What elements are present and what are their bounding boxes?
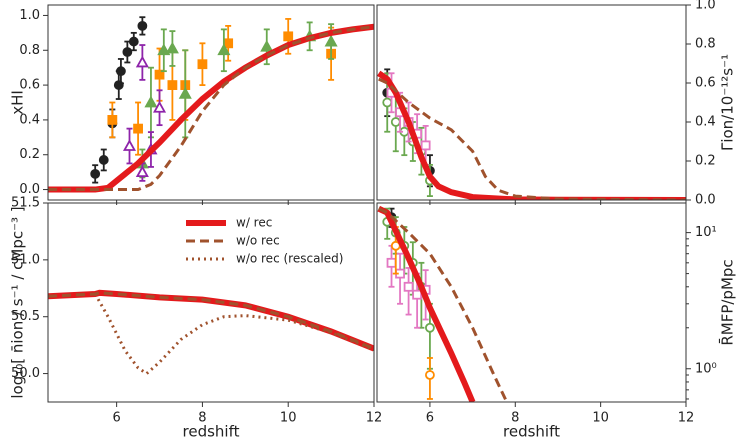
y-tick-label: 1.0 (695, 0, 716, 13)
point (157, 43, 171, 56)
point (152, 100, 167, 113)
y-axis-label: xHI (9, 90, 27, 115)
point (137, 20, 148, 31)
x-tick-label: 6 (112, 411, 120, 426)
point (420, 140, 431, 151)
y-tick-label: 51.0 (11, 252, 40, 267)
y-tick-label: 0.6 (19, 78, 40, 93)
y-tick-label: 0.0 (19, 182, 40, 197)
x-tick-label: 10 (592, 411, 609, 426)
point (90, 168, 101, 179)
frame (376, 202, 687, 403)
curve (48, 289, 374, 352)
y-tick-label: 10⁰ (695, 361, 717, 376)
point (382, 97, 393, 108)
point (122, 47, 133, 57)
point (390, 117, 401, 127)
point (154, 69, 165, 80)
frame (376, 4, 687, 201)
point (197, 59, 208, 70)
point (260, 39, 274, 52)
point (425, 370, 435, 380)
curve (48, 291, 374, 350)
point (144, 95, 158, 108)
curve (377, 205, 476, 402)
x-tick-label: 6 (426, 411, 434, 426)
y-tick-label: 50.5 (11, 309, 40, 324)
point (122, 139, 137, 151)
y-tick-label: 0.0 (695, 193, 716, 208)
x-tick-label: 8 (198, 411, 206, 426)
y-axis-label: R̄MFP/pMpc (718, 259, 737, 345)
point (98, 155, 109, 165)
y-tick-label: 10¹ (695, 225, 717, 240)
y-axis-label: Γ̄ion/10⁻¹²s⁻¹ (719, 54, 737, 151)
point (116, 66, 126, 77)
x-tick-label: 12 (678, 411, 695, 426)
point (133, 123, 143, 134)
y-tick-label: 0.2 (19, 147, 40, 162)
plot-area (377, 68, 686, 200)
point (324, 34, 338, 47)
legend-label: w/o rec (rescaled) (236, 252, 343, 266)
point (167, 80, 178, 90)
y-tick-label: 0.2 (695, 154, 716, 169)
point (165, 41, 179, 54)
point (425, 322, 435, 333)
plot-area (48, 16, 374, 193)
point (107, 115, 118, 125)
x-tick-label: 8 (511, 411, 519, 426)
x-axis-label: redshift (503, 423, 560, 441)
point (128, 36, 139, 47)
point (217, 43, 231, 56)
y-tick-label: 0.6 (695, 76, 716, 91)
frame (47, 4, 375, 201)
point (386, 257, 397, 268)
point (283, 31, 294, 42)
plot-area (377, 205, 509, 402)
point (135, 165, 149, 178)
point (135, 55, 149, 68)
y-tick-label: 0.8 (19, 43, 40, 58)
point (403, 281, 414, 292)
x-tick-label: 12 (366, 411, 383, 426)
x-tick-label: 10 (280, 411, 297, 426)
legend-label: w/ rec (236, 216, 272, 230)
y-tick-label: 0.4 (695, 115, 716, 130)
point (178, 86, 192, 99)
curve (378, 77, 686, 200)
point (412, 289, 423, 300)
y-tick-label: 50.0 (11, 366, 40, 381)
curve (93, 293, 374, 376)
legend-label: w/o rec (236, 234, 280, 248)
plot-area (48, 289, 374, 376)
y-axis-label: log₁₀[ n̄ion / s⁻¹ / cMpc⁻³ ] (9, 206, 27, 398)
frame (47, 202, 375, 403)
curve (378, 207, 509, 402)
y-tick-label: 1.0 (19, 8, 40, 23)
y-tick-label: 0.8 (695, 37, 716, 52)
y-tick-label: 0.4 (19, 112, 40, 127)
curve (48, 25, 374, 192)
y-tick-label: 51.5 (11, 196, 40, 211)
x-axis-label: redshift (183, 423, 240, 441)
